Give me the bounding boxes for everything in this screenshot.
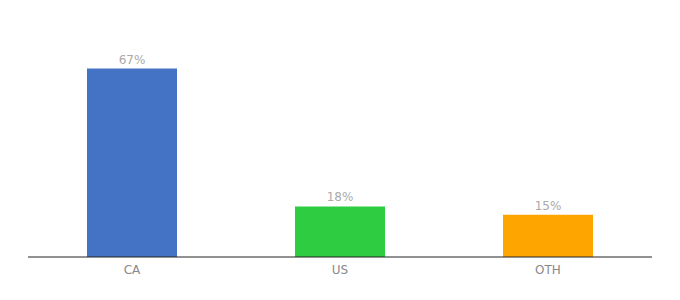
- svg-text:15%: 15%: [535, 199, 562, 213]
- svg-text:18%: 18%: [327, 190, 354, 204]
- svg-text:67%: 67%: [119, 53, 146, 67]
- svg-text:CA: CA: [124, 263, 141, 277]
- svg-text:US: US: [332, 263, 348, 277]
- svg-text:OTH: OTH: [535, 263, 561, 277]
